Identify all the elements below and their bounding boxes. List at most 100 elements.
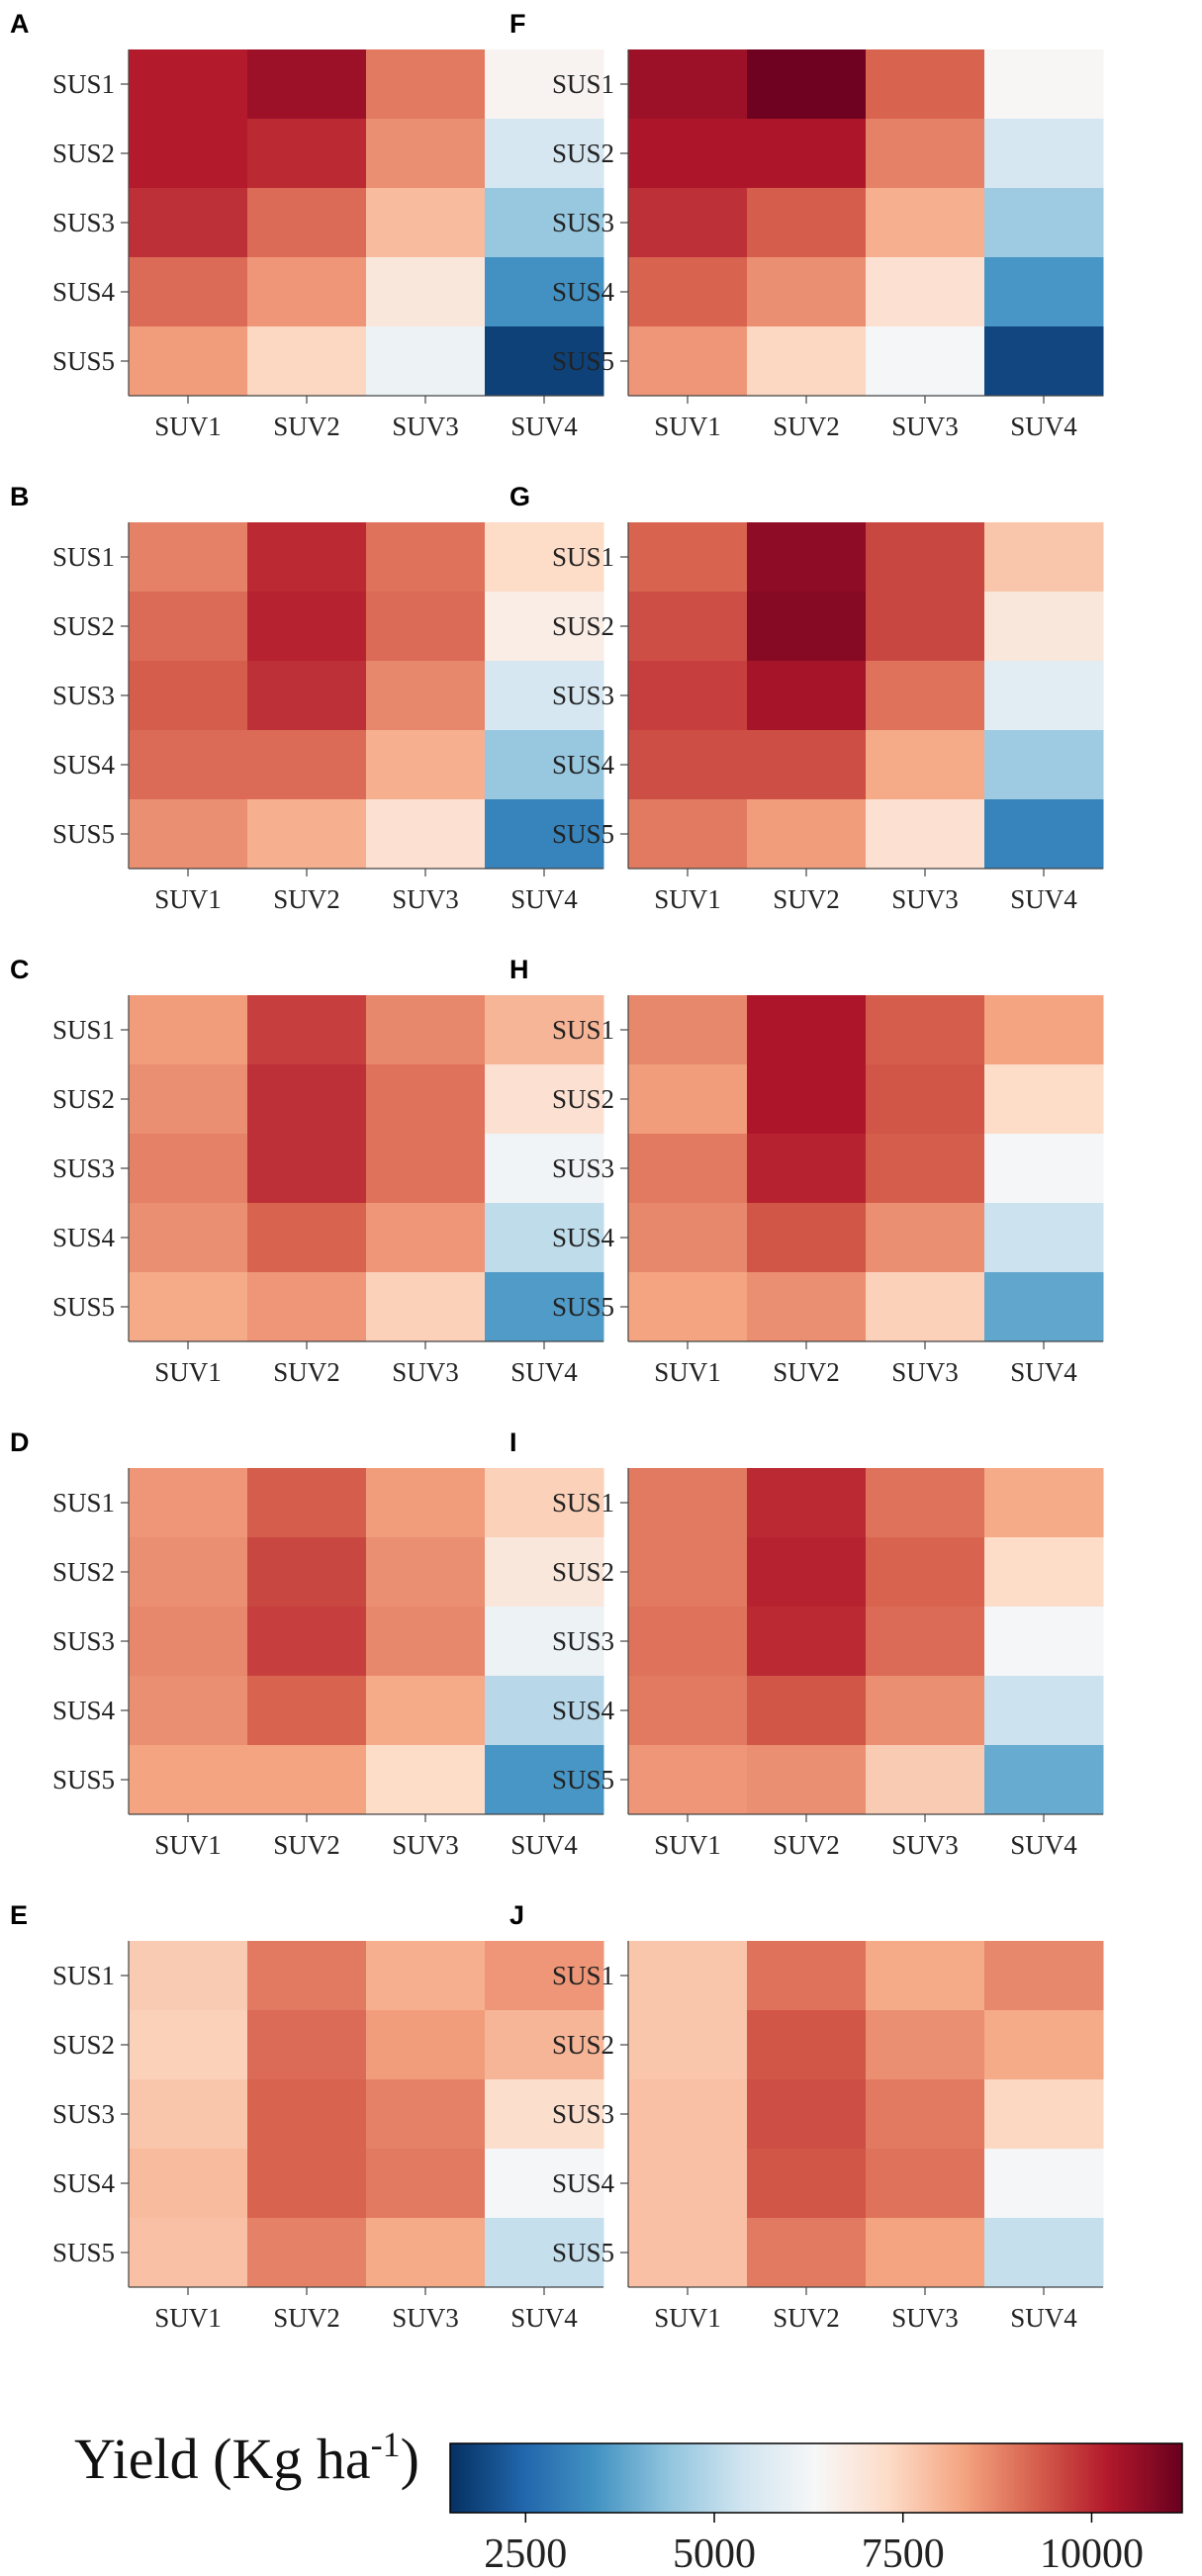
heatmap-cell <box>129 1468 248 1538</box>
x-tick-label: SUV2 <box>773 1830 840 1860</box>
heatmap-cell <box>866 1272 985 1342</box>
heatmap-cell <box>247 1607 367 1677</box>
x-tick-label: SUV1 <box>154 884 222 914</box>
heatmap-panel-a: A SUS1 SUS2 SUS3 SUS4 SUS5 SUV1 SUV2 SUV3 SUV4 <box>10 9 604 441</box>
heatmap-cell <box>247 49 367 120</box>
x-tick-label: SUV4 <box>1010 2303 1077 2333</box>
heatmap-cell <box>485 2079 604 2150</box>
heatmap-cell <box>247 188 367 258</box>
panel-letter: D <box>10 1427 30 1457</box>
heatmap-cell <box>129 2149 248 2219</box>
heatmap-cell <box>747 257 867 327</box>
x-tick-label: SUV3 <box>891 884 959 914</box>
panel-letter: B <box>10 482 30 511</box>
heatmap-cell <box>984 49 1104 120</box>
x-tick-label: SUV2 <box>273 884 340 914</box>
panel-letter: H <box>509 955 529 984</box>
heatmap-cell <box>866 1468 985 1538</box>
heatmap-cell <box>129 49 248 120</box>
heatmap-cell <box>366 49 486 120</box>
heatmap-cell <box>247 995 367 1065</box>
x-tick-label: SUV4 <box>1010 1830 1077 1860</box>
heatmap-cell <box>366 522 486 593</box>
heatmap-cell <box>628 1607 748 1677</box>
x-tick-label: SUV2 <box>273 412 340 441</box>
heatmap-cell <box>747 1941 867 2011</box>
panel-letter: A <box>10 9 30 39</box>
y-tick-label: SUS3 <box>552 681 614 710</box>
x-tick-label: SUV1 <box>654 1830 721 1860</box>
colorbar-tick-label: 2500 <box>484 2531 567 2576</box>
y-tick-label: SUS3 <box>552 1626 614 1656</box>
y-tick-label: SUS2 <box>552 138 614 168</box>
heatmap-cell <box>366 2218 486 2288</box>
heatmap-cell <box>747 592 867 662</box>
heatmap-cell <box>129 257 248 327</box>
y-tick-label: SUS2 <box>552 1084 614 1114</box>
heatmap-cell <box>866 1134 985 1204</box>
heatmap-cell <box>747 730 867 800</box>
y-tick-label: SUS3 <box>552 2099 614 2129</box>
heatmap-cell <box>747 1676 867 1746</box>
x-tick-label: SUV1 <box>154 1830 222 1860</box>
heatmap-cell <box>129 1745 248 1815</box>
heatmap-cell <box>984 2218 1104 2288</box>
x-tick-label: SUV4 <box>510 1830 578 1860</box>
heatmap-cell <box>866 2079 985 2150</box>
panel-letter: C <box>10 955 30 984</box>
heatmap-cell <box>866 1064 985 1135</box>
heatmap-cell <box>366 188 486 258</box>
y-tick-label: SUS4 <box>52 2168 116 2198</box>
heatmap-cell <box>366 799 486 870</box>
heatmap-cell <box>247 1745 367 1815</box>
heatmap-cell <box>628 799 748 870</box>
heatmap-cell <box>628 661 748 731</box>
heatmap-cell <box>129 1941 248 2011</box>
heatmap-cell <box>366 1064 486 1135</box>
heatmap-cell <box>866 2149 985 2219</box>
y-tick-label: SUS3 <box>52 208 115 237</box>
heatmap-cell <box>628 1468 748 1538</box>
x-tick-label: SUV4 <box>510 884 578 914</box>
heatmap-cell <box>984 661 1104 731</box>
heatmap-cell <box>366 1537 486 1608</box>
y-tick-label: SUS5 <box>552 1765 614 1794</box>
x-tick-label: SUV2 <box>273 1830 340 1860</box>
heatmap-panel-g: G SUS1 SUS2 SUS3 SUS4 SUS5 SUV1 SUV2 SUV3 SUV4 <box>509 482 1104 914</box>
y-tick-label: SUS1 <box>52 1961 115 1990</box>
heatmap-cell <box>984 522 1104 593</box>
heatmap-cell <box>628 730 748 800</box>
heatmap-cell <box>247 119 367 189</box>
x-tick-label: SUV2 <box>773 884 840 914</box>
x-tick-label: SUV3 <box>392 412 459 441</box>
heatmap-cell <box>628 119 748 189</box>
panel-letter: G <box>509 482 530 511</box>
heatmap-cell <box>984 1941 1104 2011</box>
heatmap-cell <box>747 1203 867 1273</box>
heatmap-cell <box>984 1468 1104 1538</box>
colorbar-tick-label: 10000 <box>1040 2531 1144 2576</box>
heatmap-cell <box>366 2149 486 2219</box>
heatmap-cell <box>366 1203 486 1273</box>
y-tick-label: SUS1 <box>552 542 614 572</box>
y-tick-label: SUS2 <box>52 1084 115 1114</box>
y-tick-label: SUS4 <box>552 277 615 307</box>
heatmap-cell <box>366 326 486 397</box>
heatmap-cell <box>129 2010 248 2080</box>
x-tick-label: SUV4 <box>1010 412 1077 441</box>
heatmap-cell <box>628 592 748 662</box>
heatmap-cell <box>628 188 748 258</box>
heatmap-cell <box>129 2218 248 2288</box>
heatmap-cell <box>247 2218 367 2288</box>
heatmap-cell <box>129 119 248 189</box>
heatmap-cell <box>628 2079 748 2150</box>
colorbar-title-superscript: -1 <box>371 2425 401 2464</box>
heatmap-cell <box>866 592 985 662</box>
heatmap-cell <box>366 1134 486 1204</box>
heatmap-cell <box>866 2010 985 2080</box>
y-tick-label: SUS3 <box>52 2099 115 2129</box>
heatmap-cell <box>984 799 1104 870</box>
heatmap-cell <box>485 799 604 870</box>
heatmap-cell <box>485 326 604 397</box>
